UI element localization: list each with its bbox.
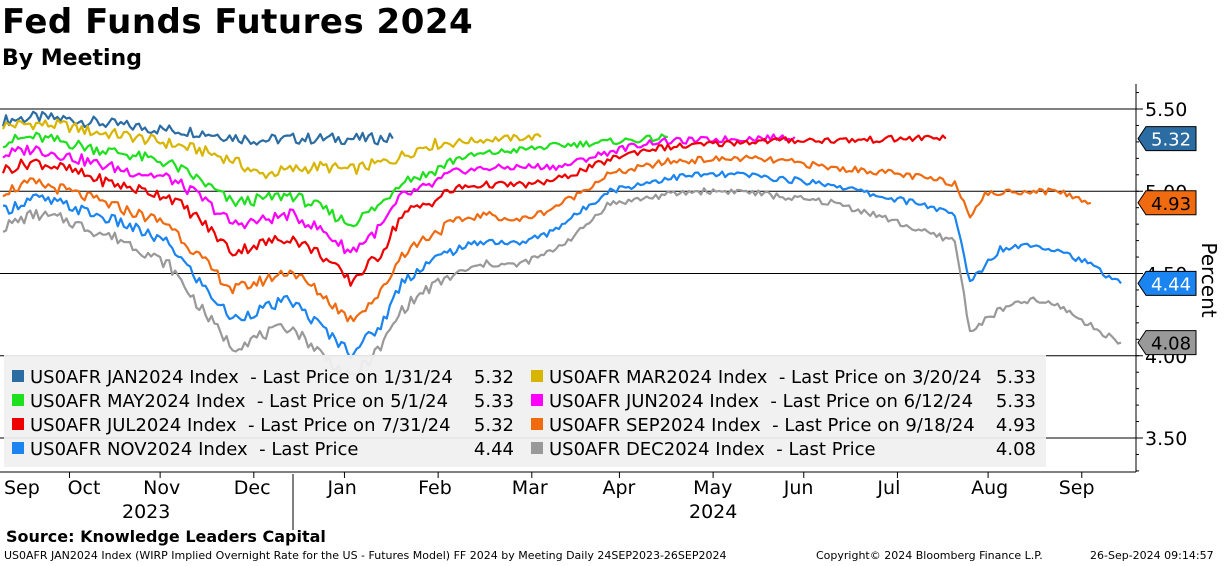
x-tick-label-jun: Jun xyxy=(783,477,814,499)
legend-label-dec2024: US0AFR DEC2024 Index - Last Price xyxy=(549,439,876,460)
series-line-may2024 xyxy=(2,131,668,228)
series-line-jul2024 xyxy=(1,134,947,287)
last-price-flag-jan2024 xyxy=(1137,126,1197,152)
footer-description: US0AFR JAN2024 Index (WIRP Implied Overn… xyxy=(4,549,727,562)
x-tick-label-may: May xyxy=(693,477,732,499)
last-price-value-nov2024: 4.44 xyxy=(1151,274,1191,295)
legend-swatch-jan2024 xyxy=(12,370,24,382)
legend-value-sep2024: 4.93 xyxy=(996,415,1036,436)
legend-swatch-jul2024 xyxy=(12,418,24,430)
last-price-flag-sep2024 xyxy=(1137,190,1197,216)
footer-copyright: Copyright© 2024 Bloomberg Finance L.P. xyxy=(816,549,1043,562)
x-tick-label-jul: Jul xyxy=(876,477,900,499)
legend-swatch-mar2024 xyxy=(531,370,543,382)
chart-subtitle: By Meeting xyxy=(2,46,142,71)
x-tick-label-dec: Dec xyxy=(234,477,271,499)
legend-label-jan2024: US0AFR JAN2024 Index - Last Price on 1/3… xyxy=(30,367,453,388)
legend-label-jun2024: US0AFR JUN2024 Index - Last Price on 6/1… xyxy=(549,391,973,412)
x-tick-label-sep: Sep xyxy=(4,477,40,499)
last-price-flag-nov2024 xyxy=(1137,270,1197,296)
legend-label-mar2024: US0AFR MAR2024 Index - Last Price on 3/2… xyxy=(549,367,981,388)
year-label-2023: 2023 xyxy=(122,501,170,523)
x-tick-label-sep: Sep xyxy=(1059,477,1095,499)
legend-swatch-nov2024 xyxy=(12,442,24,454)
legend-value-jan2024: 5.32 xyxy=(474,367,514,388)
legend-value-jun2024: 5.33 xyxy=(996,391,1036,412)
source-note: Source: Knowledge Leaders Capital xyxy=(6,527,326,546)
legend-swatch-sep2024 xyxy=(531,418,543,430)
last-price-flag-dec2024 xyxy=(1137,330,1197,356)
x-tick-label-feb: Feb xyxy=(418,477,452,499)
x-tick-label-oct: Oct xyxy=(68,477,101,499)
year-label-2024: 2024 xyxy=(689,501,737,523)
series-line-jun2024 xyxy=(2,133,796,255)
series-line-nov2024 xyxy=(2,170,1122,360)
legend-label-jul2024: US0AFR JUL2024 Index - Last Price on 7/3… xyxy=(30,415,451,436)
y-tick-label: 5.50 xyxy=(1145,99,1187,121)
x-tick-label-nov: Nov xyxy=(143,477,180,499)
series-line-dec2024 xyxy=(2,187,1122,377)
legend-swatch-may2024 xyxy=(12,394,24,406)
x-tick-label-jan: Jan xyxy=(326,477,356,499)
legend-swatch-dec2024 xyxy=(531,442,543,454)
legend-value-may2024: 5.33 xyxy=(474,391,514,412)
last-price-value-dec2024: 4.08 xyxy=(1151,334,1191,355)
legend-label-may2024: US0AFR MAY2024 Index - Last Price on 5/1… xyxy=(30,391,448,412)
x-tick-label-mar: Mar xyxy=(512,477,548,499)
y-tick-label: 3.50 xyxy=(1145,428,1187,450)
series-line-sep2024 xyxy=(2,154,1092,323)
footer-timestamp: 26-Sep-2024 09:14:57 xyxy=(1090,549,1214,562)
series-line-mar2024 xyxy=(1,118,542,180)
legend-label-nov2024: US0AFR NOV2024 Index - Last Price xyxy=(30,439,358,460)
y-axis-title: Percent xyxy=(1197,242,1221,317)
x-tick-label-aug: Aug xyxy=(971,477,1008,499)
legend-value-mar2024: 5.33 xyxy=(996,367,1036,388)
legend-swatch-jun2024 xyxy=(531,394,543,406)
legend-value-jul2024: 5.32 xyxy=(474,415,514,436)
legend-box xyxy=(4,355,1046,467)
chart-title: Fed Funds Futures 2024 xyxy=(2,2,474,42)
last-price-value-sep2024: 4.93 xyxy=(1151,194,1191,215)
x-tick-label-apr: Apr xyxy=(602,477,635,499)
last-price-value-jan2024: 5.32 xyxy=(1151,130,1191,151)
legend-value-dec2024: 4.08 xyxy=(996,439,1036,460)
legend-value-nov2024: 4.44 xyxy=(474,439,514,460)
legend-label-sep2024: US0AFR SEP2024 Index - Last Price on 9/1… xyxy=(549,415,975,436)
series-line-jan2024 xyxy=(1,110,394,146)
